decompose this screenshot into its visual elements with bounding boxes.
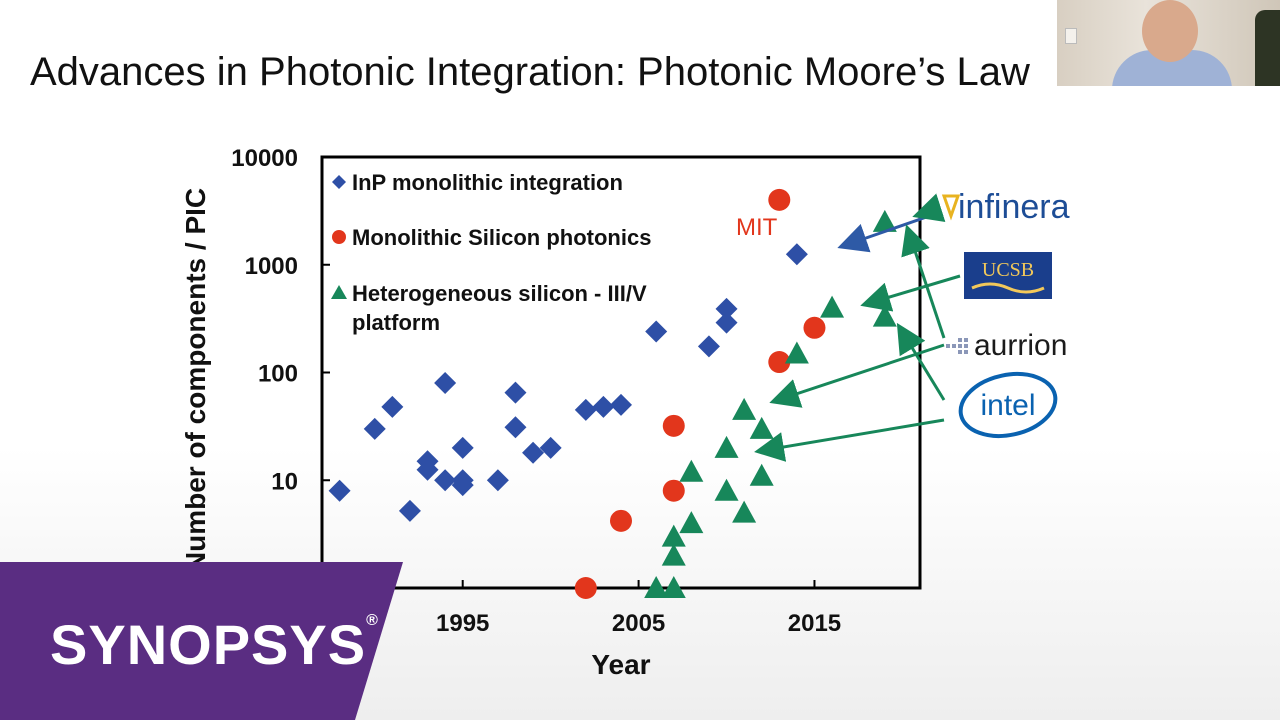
hetero-data-point xyxy=(679,459,704,482)
arrow-intel-to-hetero-b xyxy=(754,418,945,462)
aurrion-dots-icon xyxy=(946,338,968,354)
hetero-data-point xyxy=(872,304,897,327)
y-tick-label: 100 xyxy=(258,361,298,388)
inp-data-point xyxy=(715,297,738,320)
inp-data-point xyxy=(363,417,386,440)
aurrion-logo: aurrion xyxy=(946,329,1067,362)
inp-data-point xyxy=(381,395,404,418)
inp-data-point xyxy=(416,450,439,473)
x-axis: 1995 2005 2015 xyxy=(436,580,841,637)
synopsys-reg-mark: ® xyxy=(366,612,379,629)
legend-label-si: Monolithic Silicon photonics xyxy=(352,225,651,250)
inp-data-point xyxy=(486,469,509,492)
arrow-aurrion-to-hetero-a xyxy=(901,224,946,339)
inp-data-point xyxy=(434,469,457,492)
hetero-data-point xyxy=(732,500,757,523)
hetero-data-point xyxy=(714,435,739,458)
silicon-data-point xyxy=(662,479,685,502)
inp-data-point xyxy=(592,395,615,418)
infinera-logo-text: infinera xyxy=(958,188,1070,226)
x-axis-label: Year xyxy=(591,649,650,680)
presenter-head xyxy=(1142,0,1198,62)
intel-logo-text: intel xyxy=(980,389,1035,422)
hetero-data-point xyxy=(644,576,669,598)
silicon-data-point xyxy=(768,188,791,211)
legend: InP monolithic integration Monolithic Si… xyxy=(331,170,653,335)
synopsys-banner-bg xyxy=(0,562,403,720)
hetero-data-point xyxy=(749,463,774,486)
legend-label-hetero: Heterogeneous silicon - III/V platform xyxy=(352,281,653,335)
inp-data-point xyxy=(697,335,720,358)
hetero-data-point xyxy=(784,341,809,364)
x-tick-label: 1995 xyxy=(436,610,489,637)
silicon-data-point xyxy=(574,577,597,599)
mit-annotation: MIT xyxy=(736,214,778,241)
logo-arrows xyxy=(754,193,961,462)
y-tick-label: 1000 xyxy=(245,253,298,280)
aurrion-logo-text: aurrion xyxy=(974,329,1067,362)
arrow-intel-to-hetero-a xyxy=(896,322,946,401)
legend-label-hetero-line2: platform xyxy=(352,310,440,335)
ucsb-wave-icon xyxy=(971,282,1045,294)
inp-data-point xyxy=(328,479,351,502)
synopsys-logo: SYNOPSYS® xyxy=(50,612,379,677)
inp-data-point xyxy=(715,311,738,334)
light-switch-icon xyxy=(1065,28,1077,44)
intel-swoosh-icon xyxy=(958,372,1058,438)
infinera-mark-icon xyxy=(941,194,961,221)
x-tick-label: 2015 xyxy=(788,610,841,637)
arrow-infinera-to-hetero xyxy=(912,193,946,223)
hetero-data-point xyxy=(661,576,686,598)
hetero-data-point xyxy=(820,295,845,318)
inp-data-point xyxy=(522,441,545,464)
y-axis: 10 100 1000 10000 xyxy=(231,145,330,495)
inp-data-point xyxy=(451,436,474,459)
y-tick-label: 10 xyxy=(271,468,298,495)
hetero-data-point xyxy=(679,511,704,534)
ucsb-logo: UCSB xyxy=(964,252,1052,299)
inp-data-point xyxy=(785,243,808,266)
legend-label-hetero-line1: Heterogeneous silicon - III/V xyxy=(352,281,647,306)
infinera-logo: infinera xyxy=(941,188,1070,226)
legend-diamond-icon xyxy=(332,175,346,189)
inp-data-point xyxy=(539,436,562,459)
plant-icon xyxy=(1255,10,1280,86)
y-axis-label: Number of components / PIC xyxy=(180,188,211,572)
legend-circle-icon xyxy=(332,230,346,244)
inp-data-point xyxy=(504,381,527,404)
silicon-data-point xyxy=(803,316,826,339)
y-tick-label: 10000 xyxy=(231,145,298,172)
webcam-video-feed xyxy=(1057,0,1280,86)
inp-data-point xyxy=(451,474,474,497)
arrow-ucsb-to-hetero xyxy=(860,274,961,312)
legend-label-inp: InP monolithic integration xyxy=(352,170,623,195)
hetero-data-point xyxy=(732,397,757,420)
legend-triangle-icon xyxy=(331,285,347,299)
intel-logo: intel xyxy=(958,372,1058,438)
hetero-data-point xyxy=(714,478,739,501)
slide-title: Advances in Photonic Integration: Photon… xyxy=(30,50,1030,94)
inp-data-point xyxy=(504,416,527,439)
synopsys-logo-text: SYNOPSYS xyxy=(50,613,367,676)
silicon-data-point xyxy=(768,351,791,374)
data-points xyxy=(328,188,897,599)
inp-data-point xyxy=(645,320,668,343)
inp-data-point xyxy=(434,371,457,394)
inp-data-point xyxy=(574,398,597,421)
hetero-data-point xyxy=(661,543,686,566)
ucsb-logo-text: UCSB xyxy=(982,259,1034,281)
silicon-data-point xyxy=(662,414,685,437)
hetero-data-point xyxy=(661,524,686,547)
inp-data-point xyxy=(610,393,632,416)
silicon-data-point xyxy=(610,509,632,532)
inp-data-point xyxy=(398,499,421,522)
hetero-data-point xyxy=(872,209,897,232)
x-tick-label: 2005 xyxy=(612,610,665,637)
